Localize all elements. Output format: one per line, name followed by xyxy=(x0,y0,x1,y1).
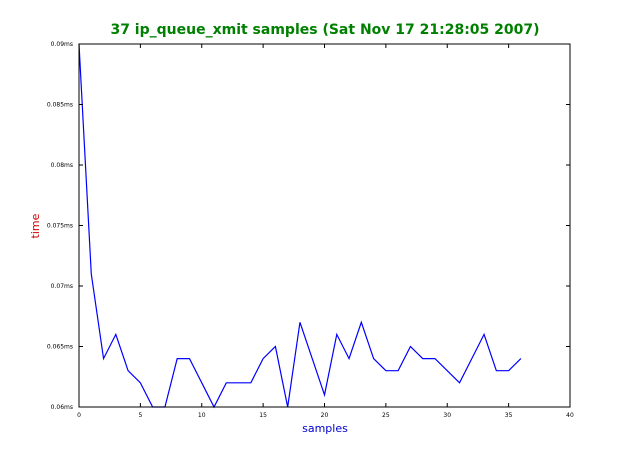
x-tick-label: 40 xyxy=(566,412,574,419)
x-tick-label: 0 xyxy=(77,412,81,419)
x-ticks: 0 5 10 15 20 25 30 35 40 xyxy=(77,44,574,419)
y-tick-label: 0.08ms xyxy=(51,162,73,169)
y-tick-label: 0.085ms xyxy=(47,102,73,109)
y-tick-label: 0.07ms xyxy=(51,283,73,290)
y-tick-label: 0.075ms xyxy=(47,223,73,230)
x-tick-label: 15 xyxy=(259,412,267,419)
y-tick-label: 0.065ms xyxy=(47,344,73,351)
x-tick-label: 5 xyxy=(138,412,142,419)
x-tick-label: 20 xyxy=(321,412,329,419)
y-axis-label: time xyxy=(29,213,42,238)
x-tick-label: 25 xyxy=(382,412,390,419)
x-tick-label: 10 xyxy=(198,412,206,419)
x-tick-label: 30 xyxy=(443,412,451,419)
x-axis-label: samples xyxy=(302,422,348,435)
y-tick-label: 0.06ms xyxy=(51,404,73,411)
chart-title: 37 ip_queue_xmit samples (Sat Nov 17 21:… xyxy=(110,22,539,38)
y-ticks: 0.06ms 0.065ms 0.07ms 0.075ms 0.08ms 0.085ms 0… xyxy=(47,41,570,411)
x-tick-label: 35 xyxy=(505,412,513,419)
y-tick-label: 0.09ms xyxy=(51,41,73,48)
